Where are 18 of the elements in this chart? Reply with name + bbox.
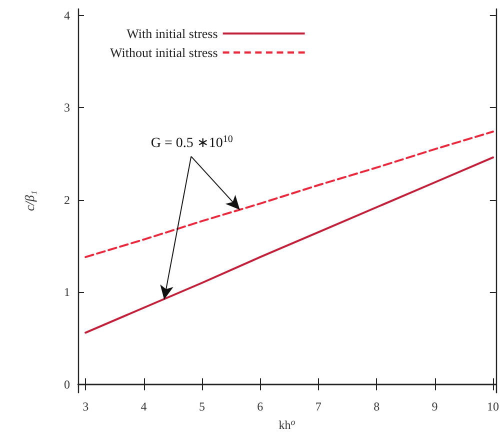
- line-series: [84, 156, 494, 334]
- x-tick-label: 4: [140, 400, 147, 414]
- y-tick-label: 4: [64, 8, 70, 22]
- x-tick-label: 7: [315, 400, 322, 414]
- x-tick-label: 10: [487, 400, 499, 414]
- y-tick-label: 3: [64, 100, 70, 115]
- y-tick-label: 1: [64, 285, 70, 300]
- x-tick-label: 6: [257, 400, 264, 414]
- y-tick-label: 2: [64, 192, 70, 207]
- x-tick-label: 8: [374, 400, 380, 414]
- legend-label: Without initial stress: [110, 45, 218, 60]
- x-tick-label: 5: [198, 400, 205, 414]
- x-tick-label: 9: [432, 400, 438, 414]
- x-tick-label: 3: [82, 400, 89, 414]
- legend-label: With initial stress: [126, 26, 218, 41]
- y-axis-title: c/β₁: [22, 190, 37, 211]
- line-series: [84, 130, 494, 258]
- y-tick-label: 0: [64, 377, 70, 392]
